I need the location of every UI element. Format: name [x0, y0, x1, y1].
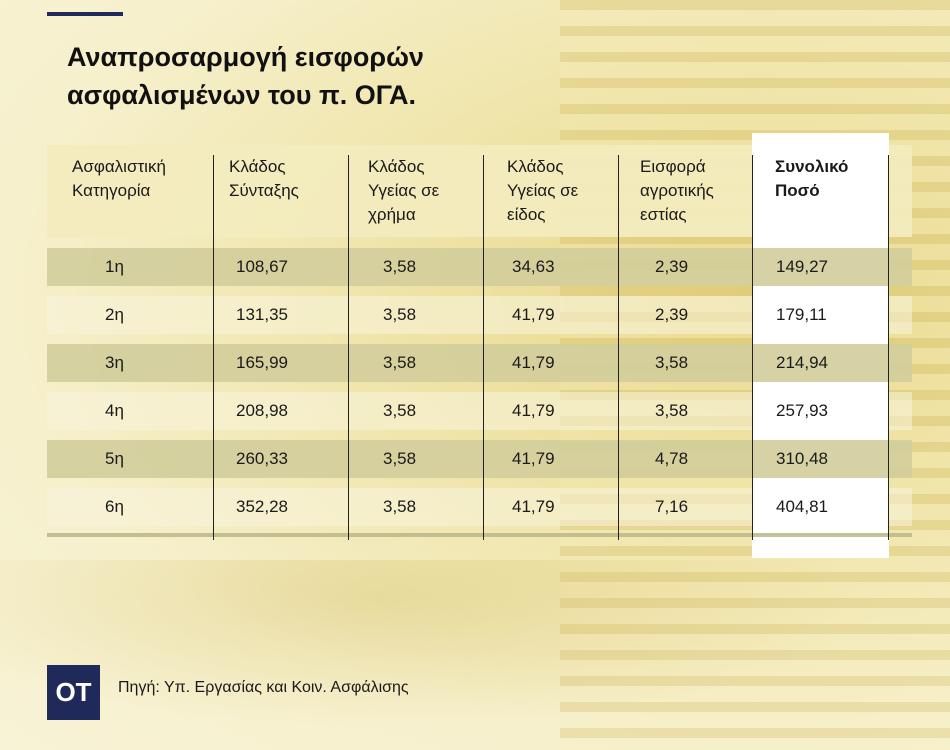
- ot-logo: ΟΤ: [47, 665, 100, 720]
- category-cell: 5η: [105, 449, 124, 468]
- source-note: Πηγή: Υπ. Εργασίας και Κοιν. Ασφάλισης: [118, 679, 409, 696]
- value-cell: 41,79: [512, 353, 555, 372]
- column-header: Ασφαλιστική Κατηγορία: [72, 155, 166, 203]
- header-line: Κλάδος: [507, 157, 564, 176]
- header-line: χρήμα: [368, 205, 416, 224]
- value-cell: 108,67: [236, 257, 288, 276]
- value-cell: 310,48: [776, 449, 828, 468]
- column-divider: [483, 155, 484, 540]
- header-line: εστίας: [640, 205, 687, 224]
- coins-background-bottom: [0, 560, 950, 750]
- value-cell: 3,58: [383, 401, 417, 420]
- column-header: Συνολικό Ποσό: [775, 155, 848, 203]
- table-row-bg: [47, 440, 912, 478]
- column-header: Εισφορά αγροτικής εστίας: [640, 155, 714, 227]
- table-row-bg: [47, 248, 912, 286]
- value-cell: 3,58: [383, 353, 417, 372]
- header-line: Κλάδος: [229, 157, 286, 176]
- header-line: Σύνταξης: [229, 181, 299, 200]
- value-cell: 404,81: [776, 497, 828, 516]
- value-cell: 352,28: [236, 497, 288, 516]
- value-cell: 4,78: [655, 449, 689, 468]
- value-cell: 2,39: [655, 257, 689, 276]
- header-line: Κλάδος: [368, 157, 425, 176]
- value-cell: 214,94: [776, 353, 828, 372]
- value-cell: 34,63: [512, 257, 555, 276]
- accent-bar: [47, 12, 123, 16]
- value-cell: 7,16: [655, 497, 689, 516]
- header-line: είδος: [507, 205, 546, 224]
- header-line: Υγείας σε: [507, 181, 579, 200]
- value-cell: 3,58: [383, 497, 417, 516]
- header-line: Ασφαλιστική: [72, 157, 166, 176]
- value-cell: 3,58: [655, 401, 689, 420]
- value-cell: 2,39: [655, 305, 689, 324]
- table-bottom-border: [47, 533, 912, 537]
- value-cell: 41,79: [512, 497, 555, 516]
- column-divider: [752, 155, 753, 540]
- value-cell: 41,79: [512, 401, 555, 420]
- column-header: Κλάδος Υγείας σε είδος: [507, 155, 578, 227]
- value-cell: 179,11: [776, 305, 827, 324]
- category-cell: 1η: [105, 257, 124, 276]
- header-line: Συνολικό: [775, 157, 849, 176]
- value-cell: 165,99: [236, 353, 288, 372]
- title-line: ασφαλισμένων του π. ΟΓΑ.: [67, 80, 416, 110]
- value-cell: 3,58: [383, 449, 417, 468]
- column-header: Κλάδος Σύνταξης: [229, 155, 299, 203]
- column-divider: [213, 155, 214, 540]
- category-cell: 6η: [105, 497, 124, 516]
- column-divider: [888, 155, 889, 540]
- column-divider: [348, 155, 349, 540]
- category-cell: 2η: [105, 305, 124, 324]
- value-cell: 260,33: [236, 449, 288, 468]
- value-cell: 41,79: [512, 305, 555, 324]
- title-line: Αναπροσαρμογή εισφορών: [67, 42, 424, 72]
- header-line: αγροτικής: [640, 181, 714, 200]
- value-cell: 257,93: [776, 401, 828, 420]
- value-cell: 208,98: [236, 401, 288, 420]
- value-cell: 41,79: [512, 449, 555, 468]
- header-line: Εισφορά: [640, 157, 706, 176]
- column-header: Κλάδος Υγείας σε χρήμα: [368, 155, 439, 227]
- column-divider: [618, 155, 619, 540]
- table-row-bg: [47, 344, 912, 382]
- category-cell: 4η: [105, 401, 124, 420]
- value-cell: 3,58: [655, 353, 689, 372]
- value-cell: 131,35: [236, 305, 288, 324]
- category-cell: 3η: [105, 353, 124, 372]
- value-cell: 3,58: [383, 305, 417, 324]
- value-cell: 149,27: [776, 257, 828, 276]
- header-line: Υγείας σε: [368, 181, 440, 200]
- page-title: Αναπροσαρμογή εισφορών ασφαλισμένων του …: [67, 38, 424, 114]
- value-cell: 3,58: [383, 257, 417, 276]
- header-line: Κατηγορία: [72, 181, 151, 200]
- header-line: Ποσό: [775, 181, 820, 200]
